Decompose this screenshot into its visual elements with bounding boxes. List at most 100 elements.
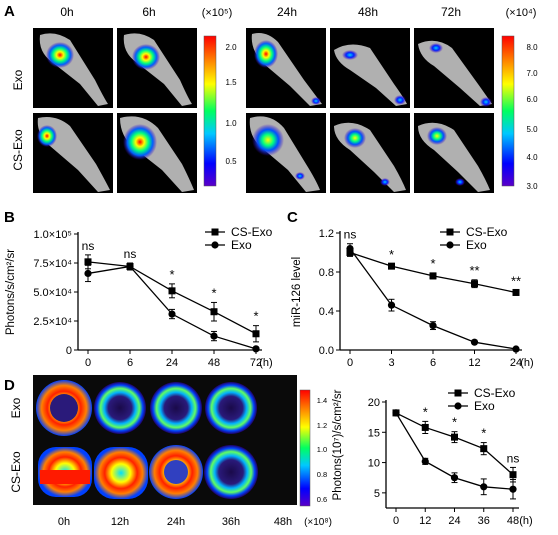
colorbar-tick: 7.0 — [526, 69, 538, 78]
data-point-circle — [210, 332, 218, 340]
tile-cs-exo-48h — [330, 113, 410, 193]
y-tick-label: 1.0×10⁵ — [33, 229, 72, 241]
well-cs-exo-12h — [94, 447, 148, 499]
data-point-circle — [480, 483, 488, 491]
tile-cs-exo-6h — [117, 113, 197, 193]
tile-exo-6h — [117, 28, 197, 108]
data-point-circle — [392, 409, 400, 417]
x-tick-label: 72 — [250, 357, 262, 369]
tile-exo-72h — [414, 28, 494, 108]
data-point-circle — [126, 262, 134, 271]
significance-label: * — [481, 426, 486, 441]
colorbar-right: 8.0 7.0 6.0 5.0 4.0 3.0 — [501, 35, 538, 191]
data-point-circle — [450, 474, 459, 482]
colorbar-tick: 0.5 — [225, 157, 237, 166]
significance-label: ns — [82, 239, 95, 253]
colorbar-tick: 1.2 — [317, 421, 327, 430]
data-point-square — [168, 287, 176, 295]
legend-label: CS-Exo — [466, 225, 508, 239]
colorbar-tick: 4.0 — [526, 153, 538, 162]
colorbar-tick: 0.6 — [317, 495, 327, 504]
legend-marker-square — [211, 228, 219, 236]
significance-label: ns — [507, 451, 520, 465]
plate-colorbar: 1.4 1.2 1.0 0.8 0.6 (×10⁸) — [299, 389, 332, 528]
tile-cs-exo-72h — [414, 113, 494, 193]
time-label: 0h — [60, 5, 73, 19]
chart-d: 0 12 24 36 48 (h) 5 10 15 20 Photons(10⁷)/s/cm²/sr… — [332, 386, 533, 527]
plate-time-label: 0h — [58, 516, 70, 528]
plate-time-label: 48h — [274, 516, 292, 528]
y-tick-label: 5 — [374, 488, 380, 500]
y-tick-label: 2.5×10⁴ — [33, 316, 72, 328]
chart-b: 0 6 24 48 72(h) 0 2.5×10⁴ 5.0×10⁴ 7.5×10⁴ 1.0×10⁵… — [5, 225, 273, 369]
x-unit-label: (h) — [519, 515, 532, 527]
well-cs-exo-36h — [204, 445, 258, 499]
colorbar-unit-right: (×10⁴) — [506, 7, 537, 19]
data-point-square — [512, 288, 520, 296]
tile-cs-exo-0h — [33, 113, 113, 193]
x-tick-label: 6 — [430, 357, 436, 369]
legend-label: CS-Exo — [231, 225, 273, 239]
colorbar-tick: 6.0 — [526, 95, 538, 104]
legend-label: Exo — [474, 399, 495, 413]
tile-cs-exo-24h — [246, 113, 326, 193]
x-tick-label: 24 — [166, 357, 178, 369]
tile-exo-24h — [246, 28, 326, 108]
panel-letter-a: A — [4, 3, 15, 20]
y-tick-label: 0.8 — [319, 267, 334, 279]
colorbar-tick: 1.0 — [317, 445, 327, 454]
panel-letter-d: D — [4, 377, 15, 394]
significance-label: * — [423, 404, 428, 419]
data-point-circle — [512, 345, 520, 353]
x-tick-label: 6 — [127, 357, 133, 369]
significance-label: * — [389, 247, 394, 262]
plate-time-label: 36h — [222, 516, 240, 528]
well-exo-24h — [150, 382, 202, 434]
data-point-square — [84, 258, 92, 266]
panel-letter-b: B — [4, 209, 15, 226]
legend-marker-circle — [446, 241, 454, 249]
data-point-square — [421, 423, 429, 431]
x-tick-label: 48 — [507, 515, 519, 527]
significance-label: ns — [124, 247, 137, 261]
data-point-circle — [470, 338, 479, 346]
well-exo-12h — [94, 382, 146, 434]
legend-label: Exo — [466, 238, 487, 252]
significance-label: ns — [344, 228, 357, 242]
x-tick-label: 0 — [393, 515, 399, 527]
data-point-square — [451, 433, 458, 441]
y-tick-label: 0.0 — [319, 345, 334, 357]
significance-label: * — [211, 285, 216, 300]
data-point-square — [509, 471, 517, 479]
data-point-circle — [509, 485, 517, 493]
y-tick-label: 5.0×10⁴ — [33, 287, 72, 299]
legend-marker-circle — [454, 402, 462, 410]
x-unit-label: (h) — [259, 357, 272, 369]
significance-label: * — [253, 309, 258, 324]
plate-time-label: 12h — [111, 516, 129, 528]
colorbar-tick: 2.0 — [225, 43, 237, 52]
x-tick-label: 3 — [388, 357, 394, 369]
data-point-circle — [421, 457, 429, 465]
colorbar-tick: 1.5 — [225, 78, 237, 87]
y-tick-label: 1.2 — [319, 228, 334, 240]
colorbar-tick: 8.0 — [526, 43, 538, 52]
colorbar-tick: 5.0 — [526, 125, 538, 134]
colorbar-tick: 1.0 — [225, 119, 237, 128]
significance-label: * — [452, 415, 457, 430]
data-point-square — [471, 280, 478, 288]
colorbar-unit: (×10⁸) — [304, 517, 332, 528]
well-exo-36h — [205, 382, 257, 434]
time-label: 72h — [441, 5, 461, 19]
significance-label: ** — [469, 263, 479, 278]
tile-exo-48h — [330, 28, 410, 108]
legend-label: Exo — [231, 238, 252, 252]
data-point-circle — [252, 345, 260, 353]
x-tick-label: 0 — [85, 357, 91, 369]
row-label-exo: Exo — [11, 69, 25, 90]
plate-row-label-exo: Exo — [9, 397, 23, 418]
legend-marker-square — [454, 389, 462, 397]
y-tick-label: 0.4 — [319, 306, 334, 318]
